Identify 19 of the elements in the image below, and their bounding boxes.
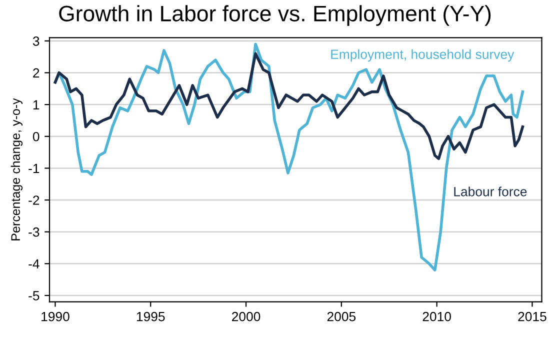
series-label: Employment, household survey <box>331 49 514 62</box>
y-tick-label: -3 <box>28 227 40 237</box>
y-axis-title: Percentage change, y-o-y <box>10 98 22 240</box>
y-tick-label: -1 <box>28 164 40 173</box>
x-tick-label: 2015 <box>518 312 546 322</box>
x-tick-label: 2000 <box>232 312 260 322</box>
y-tick-label: 2 <box>33 68 40 78</box>
y-tick-label: 3 <box>32 36 40 46</box>
y-tick-label: -5 <box>28 291 40 300</box>
x-tick-label: 2005 <box>327 312 356 322</box>
text: Labour force <box>454 186 527 196</box>
y-tick-label: -4 <box>28 259 40 268</box>
y-tick-label: 1 <box>33 100 40 110</box>
x-tick-label: 2010 <box>422 312 451 322</box>
x-tick-label: 1995 <box>136 312 165 322</box>
y-tick-label: 0 <box>32 132 40 142</box>
chart-title: Growth in Labor force vs. Employment (Y-Y) <box>59 5 491 26</box>
x-tick-label: 1990 <box>42 312 70 322</box>
y-tick-label: -2 <box>28 196 40 205</box>
